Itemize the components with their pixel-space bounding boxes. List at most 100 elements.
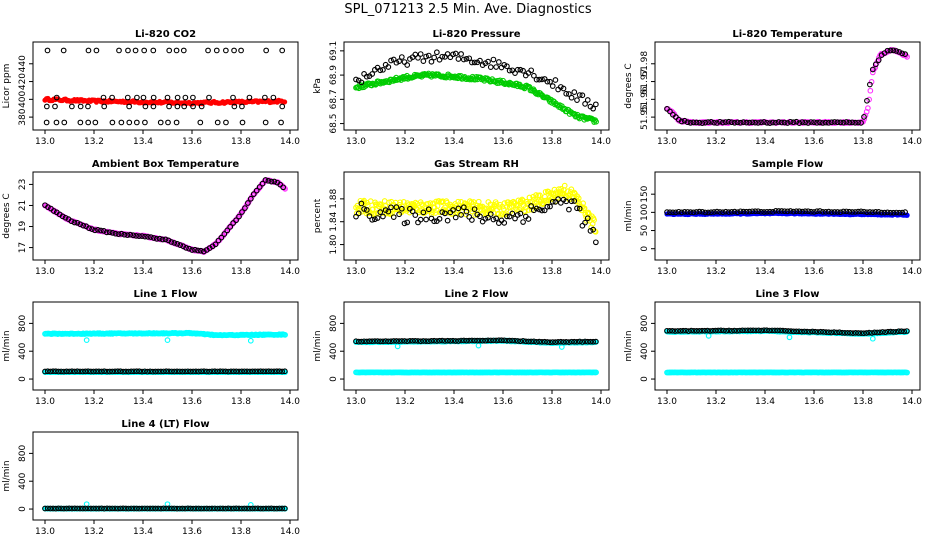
data-point [493,215,499,222]
x-tick-label: 13.2 [84,397,104,407]
data-point [834,119,841,126]
data-point [149,368,156,375]
data-point [263,368,269,375]
data-point [471,206,478,213]
data-point [687,209,694,215]
x-tick-label: 14.0 [280,267,300,277]
data-point [82,368,89,375]
data-point [85,119,92,126]
data-point [740,208,747,215]
y-tick-label: 150 [640,185,650,202]
data-point [156,235,163,242]
data-point [790,119,797,126]
data-point [134,94,140,101]
data-point [385,208,392,215]
data-point [53,94,60,101]
data-point [87,368,94,375]
data-point [817,119,823,126]
data-point [246,368,253,375]
data-point [214,119,221,126]
data-point [227,224,234,230]
data-point [71,368,78,375]
data-point [555,196,561,202]
y-axis-label: ml/min [2,330,12,361]
data-point [69,368,75,375]
data-point [404,62,411,68]
data-point [372,216,378,223]
data-point [442,210,448,217]
x-tick-label: 13.0 [346,267,366,277]
data-point [872,209,879,215]
data-point [670,209,676,216]
y-tick-label: 68.7 [329,89,339,109]
series-2 [43,47,286,126]
data-point [182,94,189,101]
data-point [899,209,906,216]
data-point [164,337,171,343]
data-point [523,198,530,205]
data-point [561,182,568,189]
data-point [60,47,67,54]
data-point [563,90,570,97]
data-point [162,236,169,243]
data-point [224,227,231,234]
y-axis-label: ml/min [2,460,12,491]
data-point [244,368,250,375]
data-point [203,368,210,375]
data-point [858,208,864,215]
data-point [675,208,682,215]
data-point [61,368,67,375]
y-tick-label: 51.98 [640,51,650,77]
data-point [371,210,378,217]
data-point [77,368,83,375]
data-point [145,234,151,240]
data-point [239,103,245,110]
data-point [238,368,245,375]
x-tick-label: 13.0 [35,137,55,147]
data-point [576,205,583,212]
data-point [817,208,823,214]
data-point [846,208,853,215]
series-2 [664,208,908,216]
y-tick-label: 21 [18,200,28,211]
data-point [781,208,788,215]
data-point [872,61,879,68]
y-tick-label: 400 [18,472,28,489]
data-point [699,208,706,215]
data-point [171,368,178,375]
data-point [276,368,283,375]
data-point [140,94,147,101]
data-point [83,337,90,343]
data-point [725,118,732,125]
data-point [576,92,583,98]
data-point [667,209,673,216]
data-point [799,119,806,125]
data-point [115,231,122,238]
x-tick-label: 13.0 [346,137,366,147]
data-point [536,76,543,83]
data-point [902,209,908,215]
data-point [536,192,543,199]
data-point [482,215,489,222]
data-point [101,368,108,375]
data-point [361,206,367,212]
data-point [458,51,464,57]
data-point [55,368,62,375]
data-point [45,204,51,210]
x-tick-label: 13.0 [35,527,55,537]
data-point [158,368,164,375]
data-point [412,51,419,58]
data-point [139,368,145,375]
data-point [541,207,548,214]
data-point [509,210,516,217]
data-point [363,210,370,217]
data-point [263,47,270,54]
x-tick-label: 13.6 [182,527,202,537]
x-tick-label: 13.8 [542,397,562,407]
data-point [861,114,867,120]
data-point [720,119,726,126]
y-tick-label: 800 [18,315,28,332]
data-point [787,208,794,214]
series-2 [42,177,286,255]
data-point [574,205,580,212]
